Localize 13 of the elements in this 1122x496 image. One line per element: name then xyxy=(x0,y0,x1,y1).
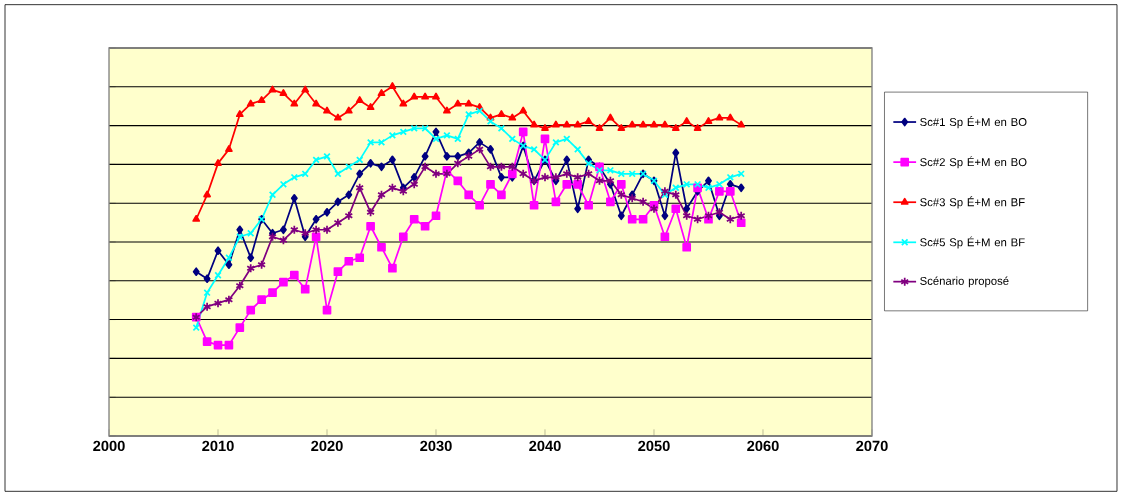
legend-label: Sc#3 Sp É+M en BF xyxy=(920,196,1025,209)
x-tick-label: 2060 xyxy=(747,440,779,452)
x-tick-label: 2000 xyxy=(93,440,125,452)
x-tick-label: 2010 xyxy=(202,440,234,452)
legend-label: Sc#2 Sp É+M en BO xyxy=(920,156,1027,169)
x-tick-label: 2050 xyxy=(638,440,670,452)
legend-label: Scénario proposé xyxy=(920,276,1009,288)
legend-label: Sc#1 Sp É+M en BO xyxy=(920,116,1027,129)
legend-label: Sc#5 Sp É+M en BF xyxy=(920,236,1025,249)
x-tick-label: 2020 xyxy=(311,440,343,452)
x-tick-label: 2030 xyxy=(420,440,452,452)
x-tick-label: 2070 xyxy=(856,440,888,452)
x-tick-label: 2040 xyxy=(529,440,561,452)
